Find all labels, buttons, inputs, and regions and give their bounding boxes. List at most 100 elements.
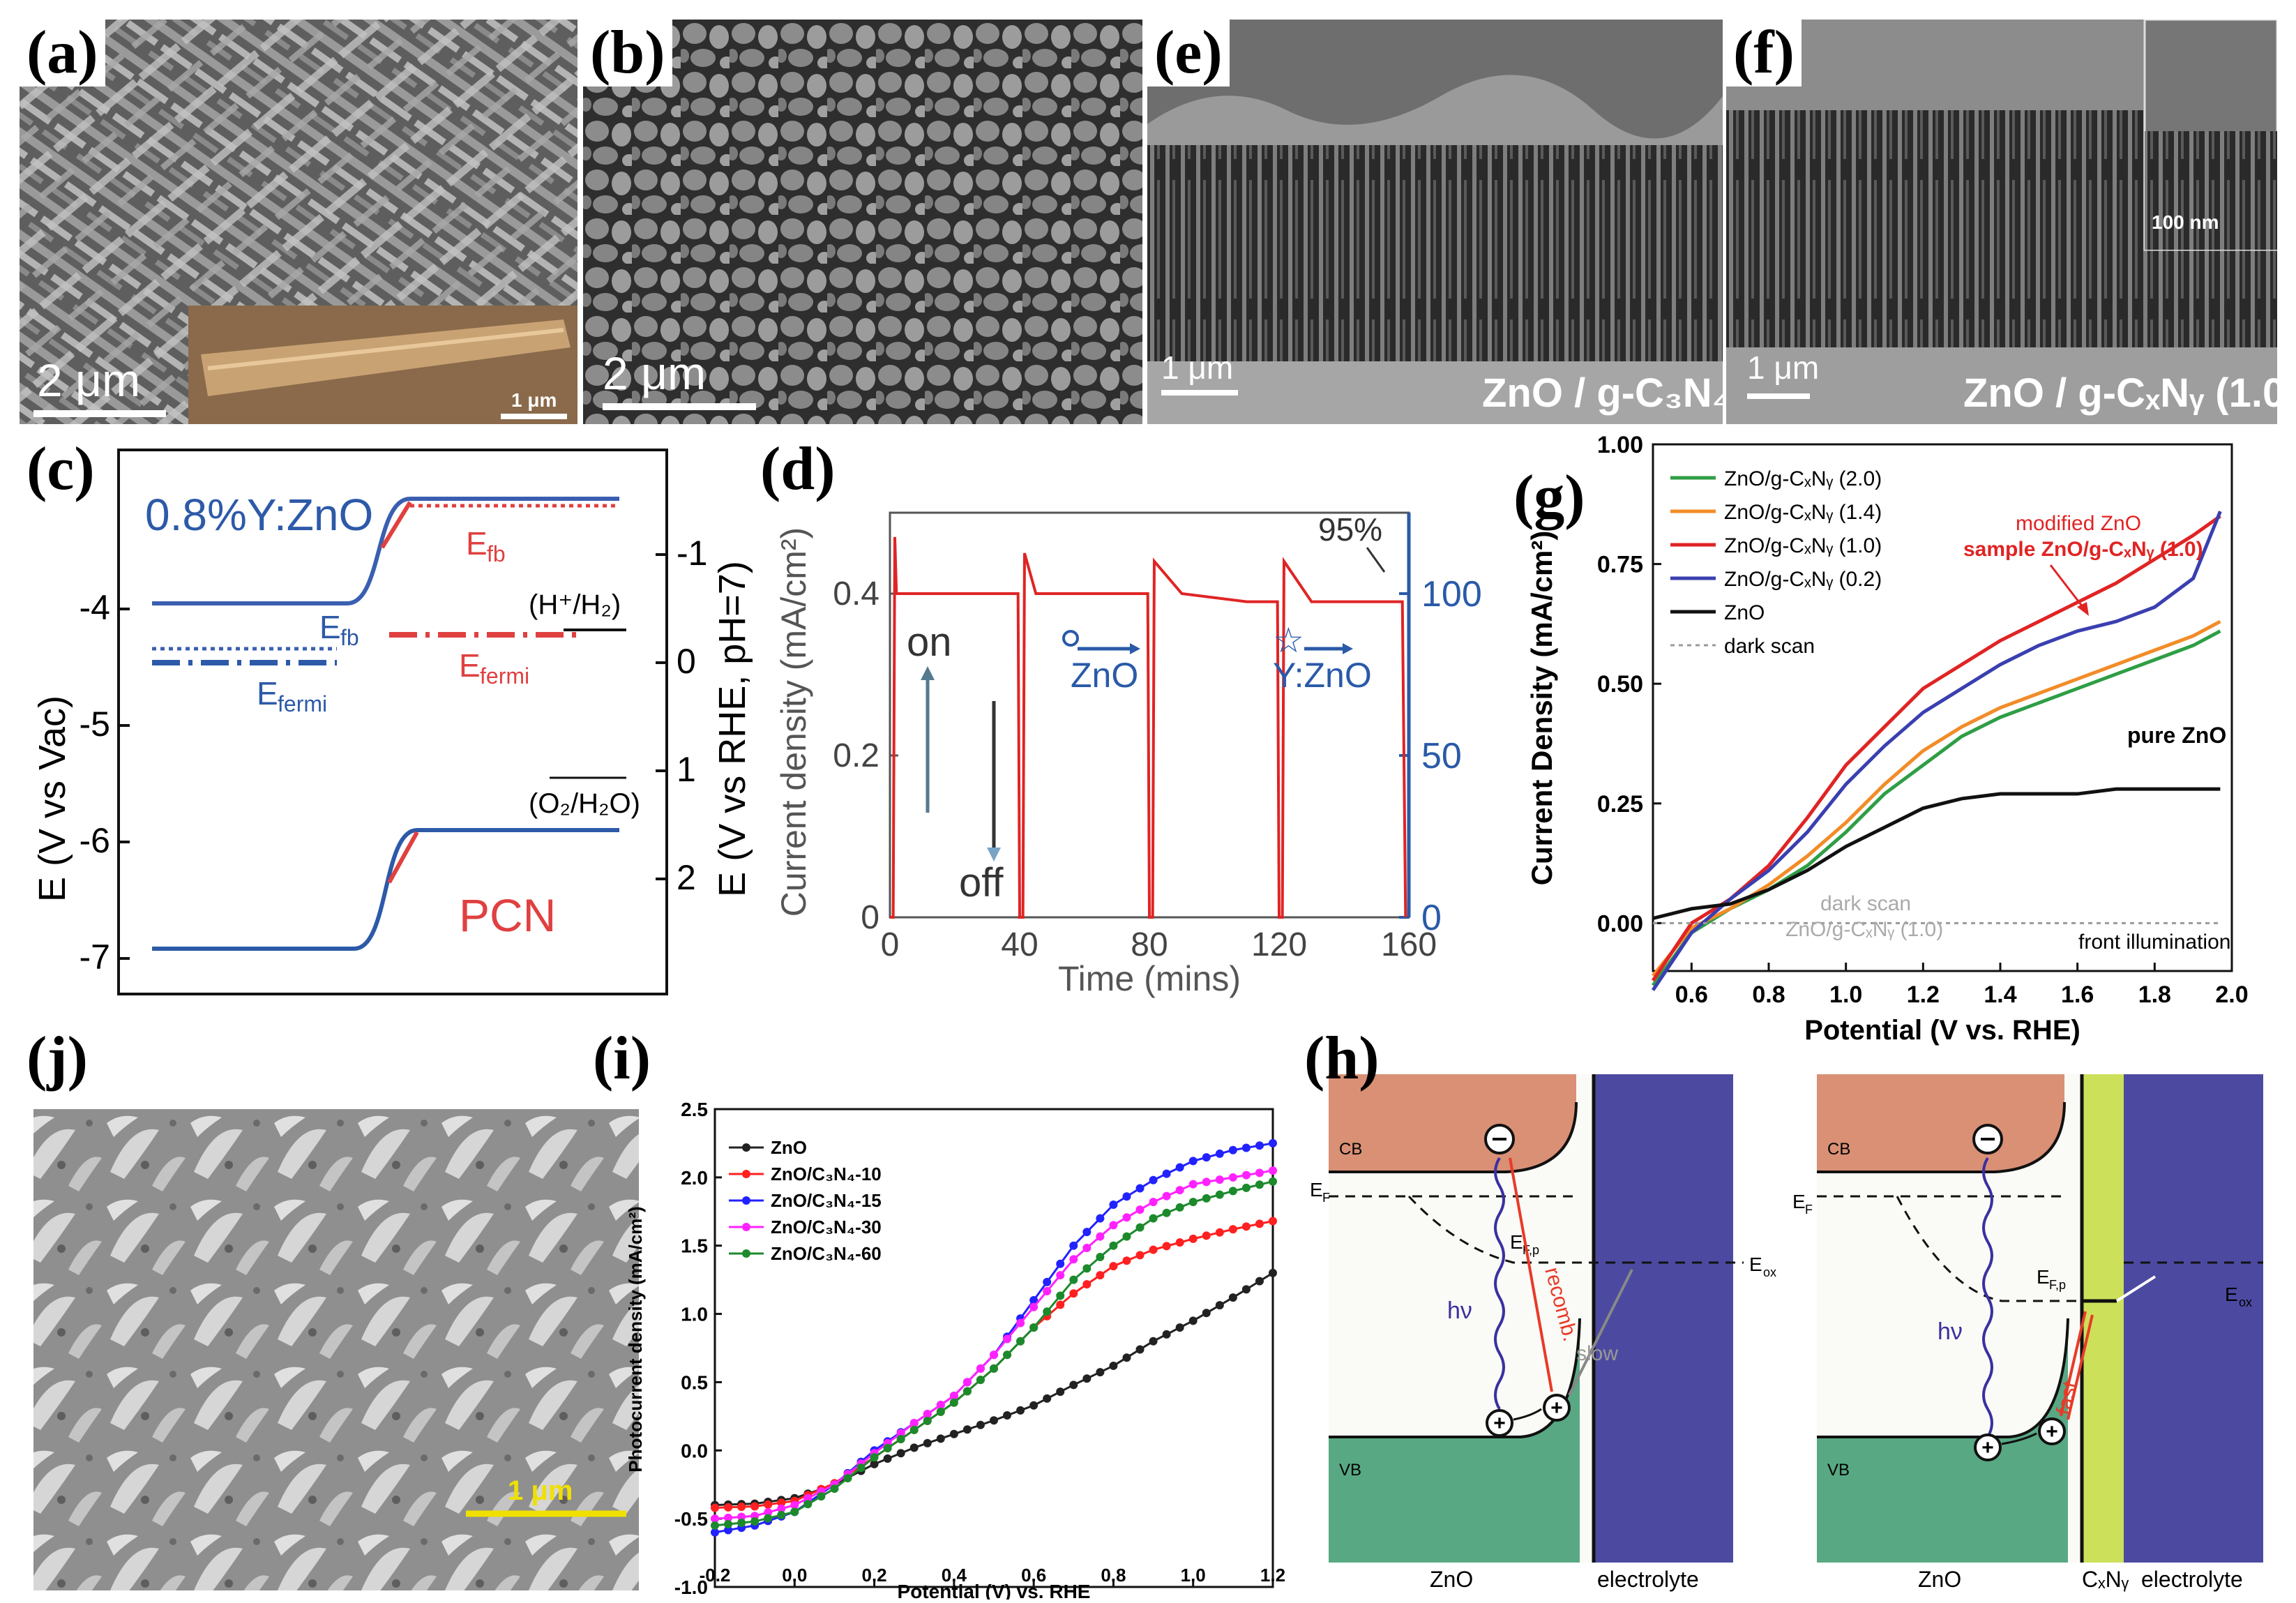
data-point bbox=[1069, 1255, 1078, 1264]
data-point bbox=[923, 1438, 932, 1447]
svg-text:E: E bbox=[2225, 1284, 2238, 1305]
data-point bbox=[1228, 1187, 1237, 1196]
data-point bbox=[711, 1528, 719, 1537]
y-tick-label: 2.5 bbox=[681, 1099, 708, 1120]
data-point bbox=[1082, 1374, 1092, 1383]
slow-transfer-arrow bbox=[1568, 1269, 1633, 1396]
x-tick-label: 0.0 bbox=[782, 1566, 807, 1586]
data-point bbox=[923, 1416, 932, 1425]
data-point bbox=[1122, 1192, 1131, 1201]
data-point bbox=[1056, 1300, 1065, 1309]
data-point bbox=[1215, 1228, 1224, 1237]
data-point bbox=[1162, 1330, 1171, 1339]
x-tick-label: 1.0 bbox=[1181, 1566, 1206, 1586]
x-axis-label: Potential (V) vs. RHE bbox=[898, 1581, 1091, 1600]
svg-text:+: + bbox=[1981, 1436, 1994, 1459]
legend-marker bbox=[742, 1170, 750, 1178]
svg-text:fermi: fermi bbox=[480, 663, 529, 688]
data-point bbox=[1228, 1173, 1237, 1182]
data-point bbox=[1175, 1186, 1184, 1195]
pcn-efermi: E bbox=[459, 647, 481, 684]
y-axis-label: Current Density (mA/cm²) bbox=[1525, 531, 1558, 886]
data-point bbox=[1228, 1225, 1237, 1234]
sem-image-nanorods: 2 μm 1 μm bbox=[20, 20, 577, 424]
off-label: off bbox=[959, 860, 1004, 905]
y-tick-label: -1.0 bbox=[674, 1576, 708, 1594]
data-point bbox=[936, 1407, 945, 1416]
data-point bbox=[1188, 1157, 1198, 1166]
plot-frame bbox=[117, 449, 668, 995]
data-point bbox=[896, 1429, 905, 1438]
data-point bbox=[1082, 1280, 1092, 1289]
sem-image-grains: 2 μm bbox=[583, 20, 1142, 424]
y-tick-label: 0 bbox=[861, 899, 879, 936]
data-point bbox=[909, 1419, 919, 1428]
ann-sample: sample ZnO/g-CₓNᵧ (1.0) bbox=[1963, 538, 2203, 561]
cb-region bbox=[1329, 1074, 1576, 1172]
x-tick-label: -0.2 bbox=[700, 1566, 731, 1586]
legend-marker bbox=[742, 1249, 750, 1258]
pcn-label: PCN bbox=[459, 889, 556, 941]
data-point bbox=[949, 1429, 958, 1438]
hole-icon bbox=[1486, 1409, 1513, 1437]
data-point bbox=[1188, 1180, 1198, 1189]
data-point bbox=[1069, 1289, 1078, 1298]
caption: ZnO / g-CₓNᵧ (1.0) bbox=[1963, 370, 2277, 416]
svg-text:fb: fb bbox=[487, 541, 506, 566]
data-point bbox=[1149, 1175, 1158, 1184]
data-point bbox=[1135, 1205, 1145, 1214]
svg-text:ZnO: ZnO bbox=[1918, 1567, 1961, 1592]
fast-transfer-arrow bbox=[2060, 1311, 2087, 1417]
transfer-arrow bbox=[2115, 1275, 2157, 1302]
data-point bbox=[1135, 1184, 1145, 1193]
data-point bbox=[1149, 1337, 1158, 1346]
data-point bbox=[870, 1453, 879, 1462]
data-point bbox=[1162, 1242, 1171, 1251]
y-tick-label: -0.5 bbox=[674, 1508, 708, 1530]
x-tick-label: 0.8 bbox=[1101, 1566, 1126, 1586]
zno-label: 0.8%Y:ZnO bbox=[145, 490, 373, 540]
y-tick-label: 0.4 bbox=[833, 575, 879, 612]
o-couple-label: (O₂/H₂O) bbox=[529, 788, 640, 819]
data-point bbox=[962, 1387, 972, 1396]
data-point bbox=[1096, 1214, 1105, 1223]
data-point bbox=[976, 1376, 985, 1385]
data-point bbox=[1188, 1316, 1198, 1325]
data-point bbox=[883, 1454, 892, 1463]
zno-efb: E bbox=[319, 609, 341, 645]
data-point bbox=[750, 1502, 760, 1511]
legend-marker bbox=[742, 1223, 750, 1231]
data-point bbox=[1215, 1301, 1224, 1310]
data-point bbox=[724, 1519, 733, 1528]
zno-label: ZnO bbox=[1430, 1567, 1473, 1592]
pcn-efb: E bbox=[466, 525, 488, 562]
svg-text:VB: VB bbox=[1827, 1461, 1850, 1480]
data-point bbox=[1069, 1241, 1078, 1250]
x-tick-label: 1.2 bbox=[1907, 981, 1940, 1008]
caption: ZnO / g-C₃N₄ bbox=[1482, 370, 1723, 416]
vb-label: VB bbox=[1339, 1461, 1361, 1480]
data-point bbox=[1241, 1285, 1251, 1294]
x-tick-label: 1.4 bbox=[1984, 981, 2016, 1008]
data-point bbox=[1215, 1149, 1224, 1158]
x-tick-label: 1.0 bbox=[1829, 981, 1862, 1008]
svg-text:F: F bbox=[1322, 1191, 1330, 1205]
panel-label-c: (c) bbox=[27, 436, 95, 503]
svg-text:ox: ox bbox=[2239, 1295, 2252, 1309]
panel-i-photocurrent-chart: -1.0 -0.5 0.0 0.5 1.0 1.5 2.0 2.5 ZnO ZnO/C₃N₄-1… bbox=[586, 1025, 1297, 1594]
svg-text:electrolyte: electrolyte bbox=[2141, 1567, 2243, 1592]
sem-image-cross-section: 1 μm ZnO / g-C₃N₄ bbox=[1147, 20, 1723, 424]
data-point bbox=[1122, 1213, 1131, 1222]
legend-entry: ZnO/C₃N₄-60 bbox=[771, 1243, 882, 1264]
plot-frame bbox=[1652, 443, 2233, 972]
data-point bbox=[1029, 1323, 1039, 1332]
x-tick-label: 80 bbox=[1131, 926, 1168, 963]
x-tick-label: 40 bbox=[1001, 926, 1038, 963]
x-tick-label: 160 bbox=[1381, 926, 1437, 963]
data-point bbox=[1255, 1277, 1264, 1286]
data-point bbox=[750, 1517, 760, 1526]
right-tick: 2 bbox=[677, 858, 696, 897]
x-tick-label: 1.6 bbox=[2061, 981, 2094, 1008]
data-point bbox=[1149, 1245, 1158, 1254]
data-point bbox=[1202, 1194, 1211, 1203]
